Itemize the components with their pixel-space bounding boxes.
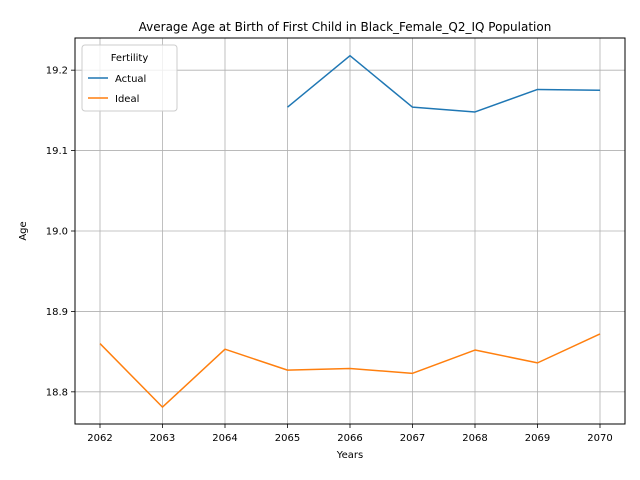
x-tick-label: 2064 <box>212 433 237 444</box>
grid <box>75 38 625 424</box>
series-line-actual <box>287 54 601 113</box>
x-tick-label: 2066 <box>337 433 362 444</box>
y-tick-label: 19.1 <box>46 146 68 157</box>
x-tick-label: 2062 <box>87 433 112 444</box>
x-tick-label: 2069 <box>525 433 550 444</box>
x-tick-label: 2067 <box>400 433 425 444</box>
y-axis-label: Age <box>18 221 29 240</box>
y-tick-label: 19.2 <box>46 66 68 77</box>
legend-entry-ideal: Ideal <box>115 94 139 105</box>
series-lines <box>99 54 601 408</box>
x-tick-label: 2068 <box>462 433 487 444</box>
x-axis-label: Years <box>336 450 363 461</box>
legend-title: Fertility <box>111 53 149 64</box>
x-tick-label: 2063 <box>150 433 175 444</box>
x-tick-label: 2065 <box>275 433 300 444</box>
x-tick-label: 2070 <box>587 433 612 444</box>
y-tick-label: 18.9 <box>46 307 68 318</box>
legend: Fertility Actual Ideal <box>81 44 178 112</box>
y-tick-label: 19.0 <box>46 227 68 238</box>
chart-title: Average Age at Birth of First Child in B… <box>139 20 552 34</box>
series-line-ideal <box>99 333 601 408</box>
legend-entry-actual: Actual <box>115 74 146 85</box>
ticks: 2062 2063 2064 2065 2066 2067 2068 2069 2070 18.8… <box>46 66 613 444</box>
y-tick-label: 18.8 <box>46 387 68 398</box>
legend-box <box>81 44 178 112</box>
